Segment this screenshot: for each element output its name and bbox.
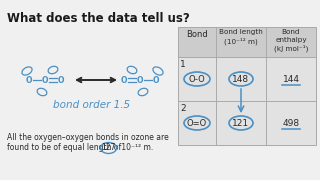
Text: O: O <box>58 75 64 84</box>
Text: 121: 121 <box>232 118 250 127</box>
Text: 2: 2 <box>180 104 186 113</box>
Text: What does the data tell us?: What does the data tell us? <box>7 12 190 25</box>
Text: Bond length
(10⁻¹² m): Bond length (10⁻¹² m) <box>219 29 263 45</box>
Text: O: O <box>153 75 159 84</box>
Bar <box>178 27 316 57</box>
Text: O: O <box>121 75 127 84</box>
Text: O: O <box>26 75 32 84</box>
Text: 498: 498 <box>283 118 300 127</box>
Text: O=O: O=O <box>187 118 207 127</box>
Text: O: O <box>42 75 48 84</box>
Bar <box>178 27 316 145</box>
Text: bond order 1.5: bond order 1.5 <box>53 100 131 110</box>
Text: 10⁻¹² m.: 10⁻¹² m. <box>118 143 153 152</box>
Text: 127: 127 <box>101 143 116 152</box>
Text: 144: 144 <box>283 75 300 84</box>
Text: 148: 148 <box>232 75 250 84</box>
Text: O: O <box>137 75 143 84</box>
Text: Bond
enthalpy
(kJ mol⁻¹): Bond enthalpy (kJ mol⁻¹) <box>274 29 308 52</box>
Text: All the oxygen–oxygen bonds in ozone are: All the oxygen–oxygen bonds in ozone are <box>7 133 169 142</box>
Text: Bond: Bond <box>186 30 208 39</box>
Text: found to be of equal length of: found to be of equal length of <box>7 143 124 152</box>
Text: O-O: O-O <box>188 75 205 84</box>
Text: 1: 1 <box>180 60 186 69</box>
